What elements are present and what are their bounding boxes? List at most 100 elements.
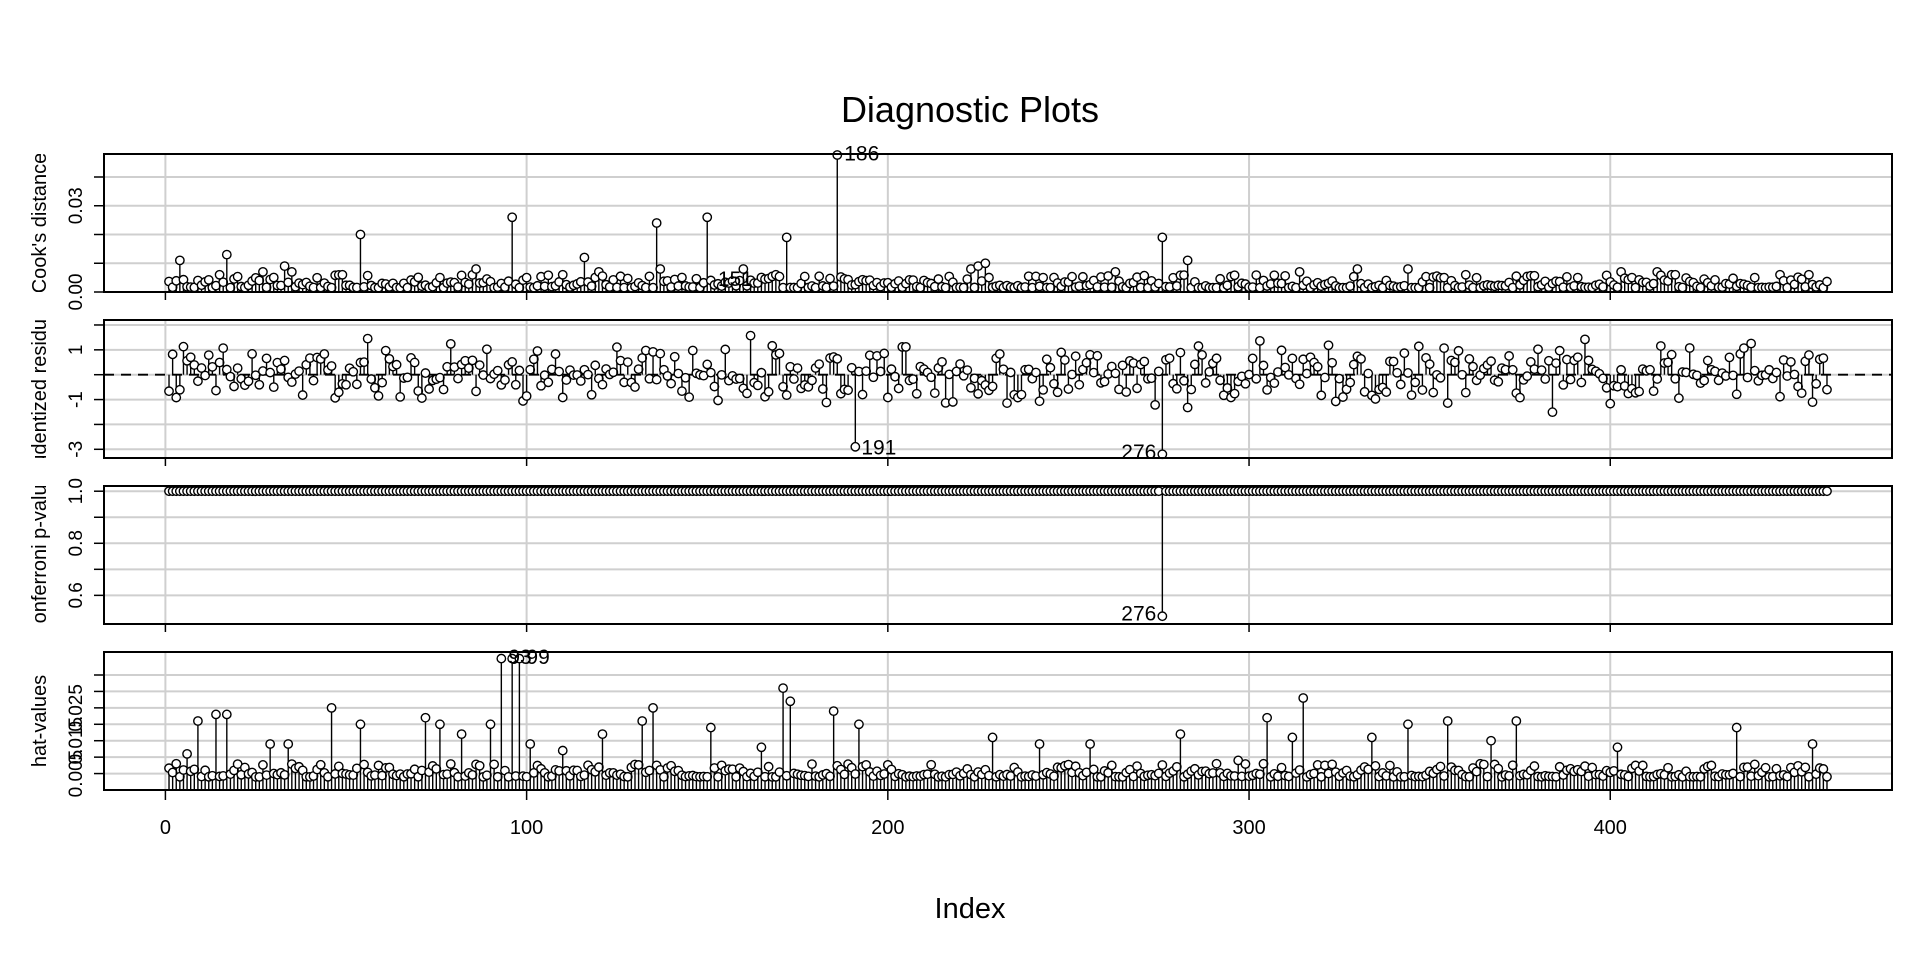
data-point [1811, 378, 1822, 389]
data-point [705, 722, 716, 733]
data-point [1731, 389, 1742, 400]
ylabel-group: Bonferroni p-value [29, 473, 51, 636]
y-tick-label: 0.025 [66, 684, 87, 732]
data-point [586, 389, 597, 400]
data-point [1533, 344, 1543, 355]
data-point [792, 363, 803, 374]
data-point [1616, 364, 1626, 375]
data-point [373, 391, 384, 401]
point-label: 151 [718, 268, 753, 291]
data-point [1731, 722, 1742, 733]
data-point [211, 709, 221, 720]
data-point [1363, 368, 1374, 379]
data-point [807, 759, 817, 770]
data-point [1655, 341, 1666, 351]
data-point [474, 360, 485, 370]
data-point [268, 272, 279, 283]
data-point [1229, 270, 1240, 281]
data-point [1103, 271, 1114, 281]
data-point [1403, 368, 1413, 378]
data-point [655, 348, 666, 359]
data-point [471, 386, 481, 397]
data-point [218, 343, 229, 354]
data-point [1294, 266, 1305, 277]
data-point [232, 271, 243, 282]
x-tick-label: 300 [1232, 817, 1265, 839]
data-point [742, 388, 752, 399]
data-point [474, 760, 485, 771]
data-point [1442, 716, 1453, 726]
data-point [1139, 270, 1150, 281]
y-tick-label: 1.0 [66, 478, 87, 504]
y-axis-label: Bonferroni p-value [29, 473, 51, 636]
data-point [1796, 274, 1807, 285]
data-point [1403, 264, 1413, 274]
data-point [756, 742, 767, 753]
data-point [1410, 377, 1421, 388]
data-point [1529, 761, 1540, 771]
data-point [702, 212, 713, 223]
data-point [752, 380, 763, 391]
data-point [1269, 270, 1280, 281]
data-point [1229, 388, 1240, 399]
data-point [1395, 379, 1406, 390]
data-point [348, 366, 359, 377]
data-point [380, 345, 391, 356]
data-point [265, 367, 276, 378]
data-point [341, 379, 351, 390]
data-point [1269, 378, 1280, 389]
data-point [1388, 356, 1399, 367]
data-point [677, 272, 687, 283]
data-point [1572, 272, 1583, 283]
data-point [1153, 366, 1164, 377]
x-tick-label: 0 [160, 817, 171, 839]
data-point [1464, 354, 1475, 364]
data-point [1031, 367, 1041, 378]
data-point [781, 232, 792, 243]
data-point [1413, 341, 1424, 352]
data-point [554, 366, 565, 377]
data-point [1706, 760, 1717, 771]
data-point [1319, 372, 1330, 383]
data-point [413, 272, 424, 283]
data-point [1157, 760, 1168, 770]
point-label: 276 [1121, 441, 1156, 464]
data-point [1536, 365, 1547, 376]
data-point [1085, 739, 1096, 749]
data-point [1092, 350, 1103, 361]
ylabel-group: Cook's distance [29, 154, 51, 292]
data-point [984, 272, 994, 283]
panel-frame [103, 153, 1893, 293]
data-point [1460, 387, 1471, 398]
data-point [500, 375, 510, 385]
data-point [843, 385, 853, 396]
data-point [1565, 374, 1576, 385]
data-point [258, 760, 268, 770]
panel-frame [103, 319, 1893, 459]
data-point [1785, 357, 1796, 367]
data-point [1182, 255, 1193, 266]
data-point [438, 384, 449, 395]
data-point [420, 368, 431, 378]
data-point [828, 706, 839, 717]
data-point [1074, 379, 1085, 390]
y-tick-label: -1 [66, 391, 87, 408]
data-point [557, 269, 568, 280]
y-tick-label: 0.015 [66, 717, 87, 765]
data-point [1637, 760, 1648, 771]
point-label: 276 [1121, 603, 1156, 626]
data-point [857, 389, 868, 400]
data-point [622, 273, 633, 284]
data-point [1453, 345, 1464, 356]
data-point [1211, 758, 1222, 769]
point-label: 99 [526, 646, 549, 669]
data-point [1583, 355, 1594, 366]
data-point [1034, 739, 1045, 749]
data-point [420, 712, 431, 723]
data-point [193, 716, 203, 726]
data-point [514, 653, 525, 664]
data-point [973, 388, 984, 399]
data-point [359, 759, 369, 770]
data-point [1749, 759, 1760, 770]
